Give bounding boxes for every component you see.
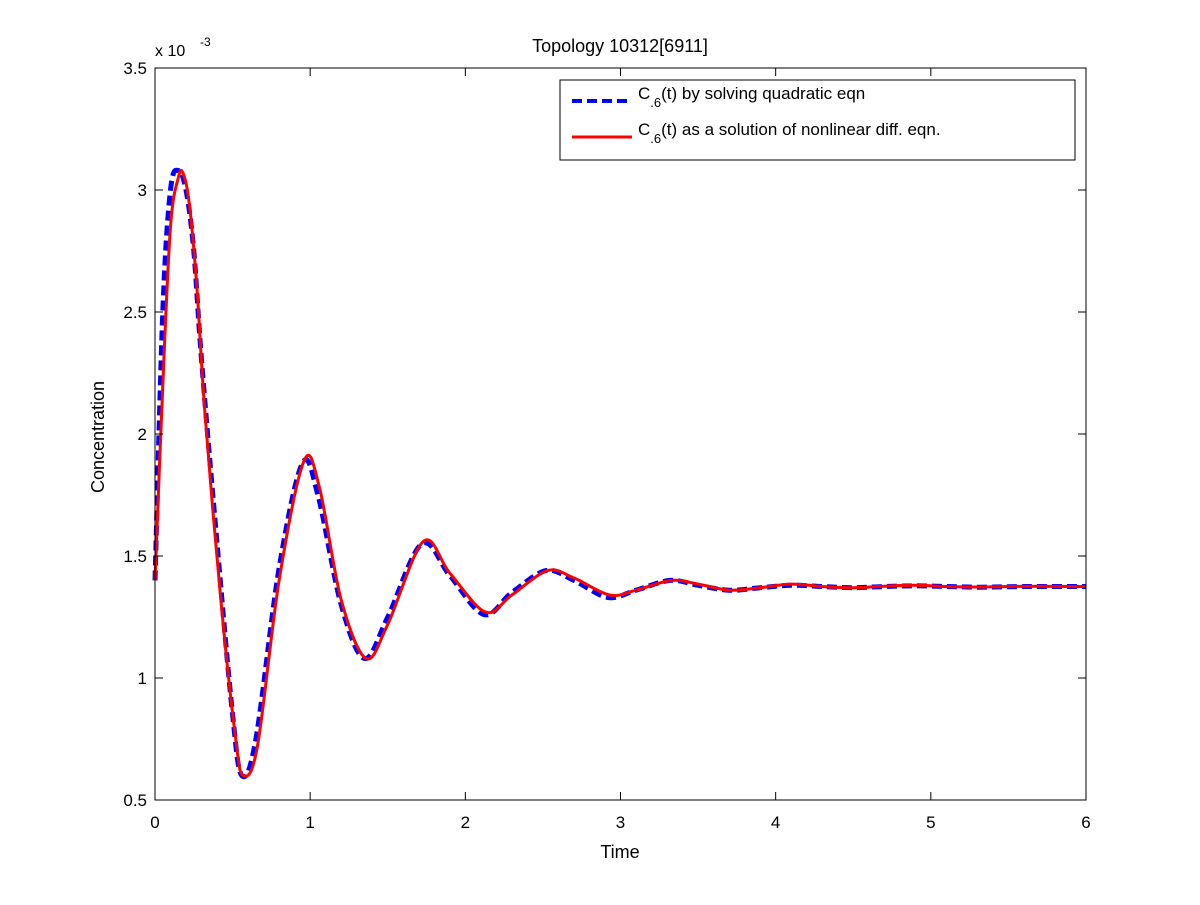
legend-label-diff-eqn: C.6(t) as a solution of nonlinear diff. …: [638, 120, 941, 146]
y-tick-label: 3.5: [123, 59, 147, 78]
series-line-diff-eqn: [153, 168, 1086, 778]
y-axis: 0.5 1 1.5 2 2.5 3 3.5: [123, 59, 1086, 810]
y-tick-label: 1: [138, 669, 147, 688]
x-tick-label: 6: [1081, 813, 1090, 832]
legend-label-quadratic-main: C: [638, 84, 650, 103]
legend-label-diff-eqn-rest: (t) as a solution of nonlinear diff. eqn…: [661, 120, 940, 139]
plot-area: [155, 68, 1086, 800]
y-tick-label: 2: [138, 425, 147, 444]
x-axis-label: Time: [600, 842, 639, 862]
y-exponent-base: x 10: [155, 43, 185, 60]
y-tick-label: 3: [138, 181, 147, 200]
legend-label-quadratic: C.6(t) by solving quadratic eqn: [638, 84, 865, 110]
legend-label-diff-eqn-sub: .6: [650, 131, 661, 146]
y-exponent-power: -3: [200, 35, 211, 49]
x-tick-label: 4: [771, 813, 780, 832]
legend-label-diff-eqn-main: C: [638, 120, 650, 139]
series-layer: [152, 167, 1086, 780]
y-axis-label: Concentration: [88, 381, 108, 493]
x-axis: 0 1 2 3 4 5 6: [150, 68, 1091, 832]
legend-box: [559, 79, 1076, 161]
legend-label-quadratic-sub: .6: [650, 95, 661, 110]
x-tick-label: 2: [461, 813, 470, 832]
x-tick-label: 1: [305, 813, 314, 832]
x-tick-label: 3: [616, 813, 625, 832]
y-tick-label: 1.5: [123, 547, 147, 566]
chart-title: Topology 10312[6911]: [532, 36, 708, 56]
y-tick-label: 2.5: [123, 303, 147, 322]
y-tick-label: 0.5: [123, 791, 147, 810]
legend-label-quadratic-rest: (t) by solving quadratic eqn: [661, 84, 865, 103]
x-tick-label: 0: [150, 813, 159, 832]
x-tick-label: 5: [926, 813, 935, 832]
y-exponent-label: x 10 -3: [155, 35, 211, 60]
legend: C.6(t) by solving quadratic eqn C.6(t) a…: [559, 79, 1076, 161]
